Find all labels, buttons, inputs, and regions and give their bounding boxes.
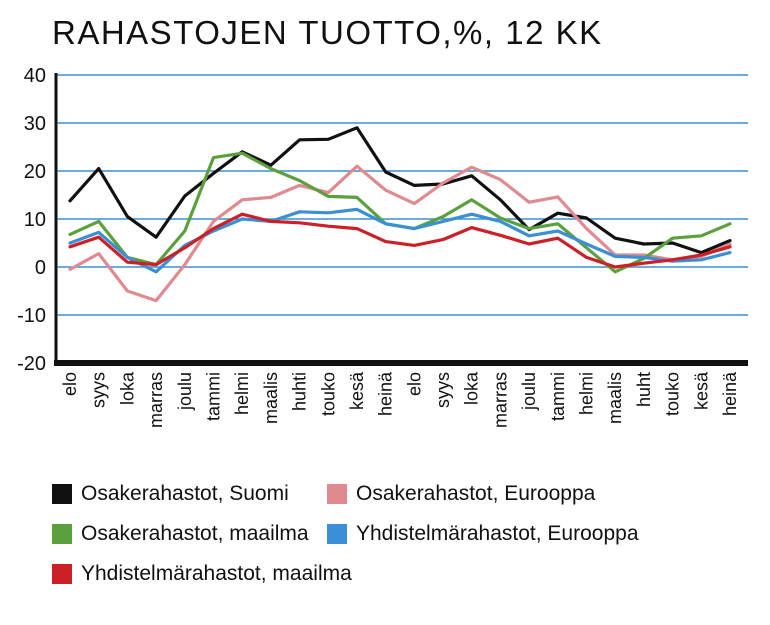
legend-swatch (52, 564, 72, 584)
x-tick-label: joulu (519, 372, 539, 411)
x-tick-label: huht (634, 372, 654, 407)
x-tick-label: elo (60, 372, 80, 396)
x-tick-label: maalis (605, 372, 625, 424)
y-tick-label: 10 (24, 209, 46, 231)
x-tick-label: heinä (720, 371, 740, 416)
gridlines (56, 74, 748, 316)
x-tick-label: syys (433, 372, 453, 408)
legend-item: Osakerahastot, maailma (52, 522, 309, 546)
x-tick-label: huhti (290, 372, 310, 411)
y-tick-label: 0 (35, 257, 46, 279)
x-tick-label: marras (490, 372, 510, 428)
x-tick-label: kesä (691, 371, 711, 410)
y-tick-label: 20 (24, 161, 46, 183)
chart-title: RAHASTOJEN TUOTTO,%, 12 KK (52, 14, 603, 51)
series-line-5 (68, 212, 732, 269)
legend-item: Osakerahastot, Eurooppa (327, 482, 595, 506)
x-tick-label: marras (146, 372, 166, 428)
x-tick-label: touko (663, 372, 683, 416)
x-tick-label: helmi (577, 372, 597, 415)
y-tick-label: -20 (17, 353, 46, 375)
x-tick-label: syys (89, 372, 109, 408)
x-tick-label: heinä (376, 371, 396, 416)
axes (54, 73, 748, 366)
legend-label: Yhdistelmärahastot, Eurooppa (356, 522, 639, 545)
x-tick-label: tammi (548, 372, 568, 421)
x-tick-label: loka (462, 371, 482, 405)
legend-label: Osakerahastot, Eurooppa (356, 482, 596, 505)
legend-item: Yhdistelmärahastot, Eurooppa (327, 522, 639, 546)
legend-swatch (327, 524, 347, 544)
series-line-2 (68, 164, 732, 303)
legend-item: Yhdistelmärahastot, maailma (52, 562, 352, 586)
legend-label: Yhdistelmärahastot, maailma (81, 562, 352, 585)
x-tick-label: tammi (203, 372, 223, 421)
legend-item: Osakerahastot, Suomi (52, 482, 289, 506)
y-axis-ticks: -20 -10 0 10 20 30 40 (17, 65, 46, 375)
legend-swatch (52, 484, 72, 504)
series-line-1 (68, 126, 732, 255)
x-tick-label: maalis (261, 372, 281, 424)
x-tick-label: helmi (232, 372, 252, 415)
x-tick-label: elo (404, 372, 424, 396)
legend-swatch (52, 524, 72, 544)
legend-label: Osakerahastot, Suomi (81, 482, 289, 505)
legend-label: Osakerahastot, maailma (81, 522, 309, 545)
x-tick-label: joulu (175, 372, 195, 411)
y-tick-label: -10 (17, 305, 46, 327)
x-axis-ticks: elo syys loka marras joulu tammi helmi maalis hu… (60, 371, 740, 428)
x-tick-label: loka (117, 371, 137, 405)
y-tick-label: 40 (24, 65, 46, 87)
series-lines (68, 126, 732, 303)
x-tick-label: touko (318, 372, 338, 416)
x-tick-label: kesä (347, 371, 367, 410)
legend-swatch (327, 484, 347, 504)
y-tick-label: 30 (24, 113, 46, 135)
